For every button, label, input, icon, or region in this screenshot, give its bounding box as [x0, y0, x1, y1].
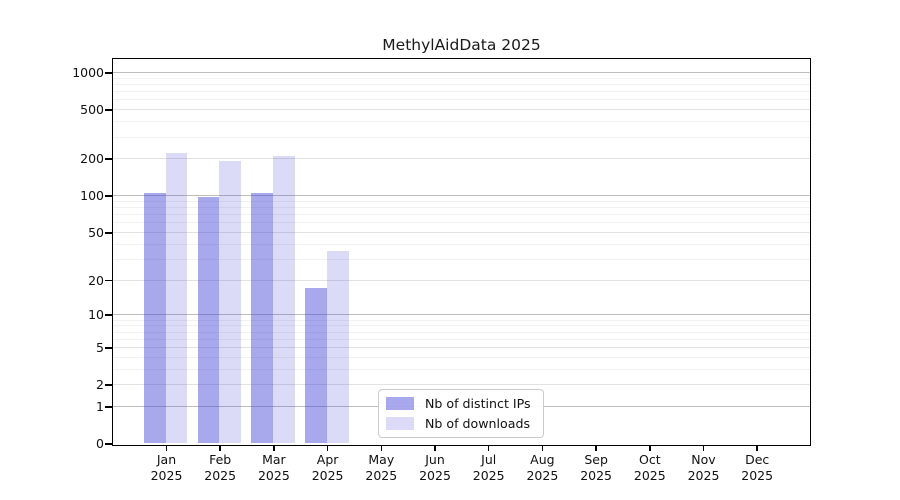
- bar-distinct-ips: [143, 192, 166, 444]
- x-tick-label: Mar 2025: [257, 452, 290, 483]
- x-tick-label: Feb 2025: [204, 452, 237, 483]
- chart-title: MethylAidData 2025: [382, 36, 541, 54]
- x-tick: [326, 446, 329, 451]
- y-tick-label: 100: [80, 188, 104, 204]
- gridline-minor: [113, 356, 810, 358]
- x-tick-label: Sep 2025: [580, 452, 612, 483]
- gridline-minor: [113, 338, 810, 340]
- legend-entry-distinct-ips: Nb of distinct IPs: [386, 396, 543, 411]
- plot-area: [112, 58, 811, 446]
- gridline-major: [113, 195, 810, 197]
- x-tick-label: Oct 2025: [633, 452, 666, 483]
- bar-distinct-ips: [197, 197, 220, 444]
- y-tick: [105, 195, 112, 197]
- gridline-minor: [113, 222, 810, 224]
- y-tick: [105, 314, 112, 317]
- y-tick: [105, 109, 112, 111]
- gridline: [113, 384, 810, 386]
- legend: Nb of distinct IPs Nb of downloads: [378, 389, 544, 438]
- x-tick: [273, 446, 275, 451]
- gridline-minor: [113, 243, 810, 245]
- gridline-minor: [113, 77, 810, 79]
- y-tick: [105, 347, 112, 349]
- legend-swatch-distinct-ips: [386, 397, 414, 410]
- gridline-minor: [113, 136, 810, 138]
- y-tick-label: 50: [88, 225, 104, 241]
- plot-canvas: [113, 59, 810, 445]
- gridline-minor: [113, 325, 810, 327]
- gridline-major: [113, 72, 810, 73]
- gridline-minor: [113, 207, 810, 209]
- gridline-minor: [113, 258, 810, 260]
- gridline: [113, 109, 810, 111]
- gridline-minor: [113, 91, 810, 93]
- y-tick: [105, 279, 112, 282]
- bar-downloads: [165, 153, 188, 444]
- y-tick: [105, 443, 112, 445]
- gridline-minor: [113, 331, 810, 333]
- y-tick-label: 500: [80, 102, 104, 118]
- gridline-minor: [113, 99, 810, 101]
- x-tick-label: May 2025: [365, 452, 398, 483]
- legend-entry-downloads: Nb of downloads: [386, 416, 543, 431]
- y-tick-label: 1: [96, 399, 104, 415]
- gridline-minor: [113, 83, 810, 85]
- bar-downloads: [219, 160, 242, 444]
- y-tick-label: 10: [88, 307, 104, 323]
- x-tick-label: Dec 2025: [741, 452, 774, 483]
- x-tick: [756, 446, 758, 451]
- x-tick-label: Apr 2025: [311, 452, 344, 483]
- x-tick-label: Jan 2025: [150, 452, 183, 483]
- gridline-minor: [113, 121, 810, 123]
- x-tick: [541, 446, 544, 451]
- gridline-minor: [113, 214, 810, 216]
- x-tick: [487, 446, 490, 451]
- gridline-minor: [113, 200, 810, 202]
- y-tick: [105, 406, 112, 408]
- gridline-minor: [113, 319, 810, 321]
- x-tick: [380, 446, 383, 451]
- y-tick-label: 200: [80, 151, 104, 167]
- gridline: [113, 232, 810, 234]
- y-tick: [105, 72, 112, 74]
- gridline: [113, 347, 810, 349]
- gridline: [113, 279, 810, 281]
- gridline-major: [113, 314, 810, 316]
- y-tick-label: 20: [88, 272, 104, 288]
- x-tick: [219, 446, 221, 451]
- bar-distinct-ips: [305, 288, 327, 444]
- legend-label-distinct-ips: Nb of distinct IPs: [425, 396, 531, 411]
- y-tick-label: 5: [96, 340, 104, 356]
- gridline-minor: [113, 368, 810, 370]
- y-tick: [105, 232, 112, 234]
- bar-distinct-ips: [251, 192, 274, 444]
- y-tick: [105, 158, 112, 160]
- x-tick-label: Jul 2025: [472, 452, 505, 483]
- x-tick-label: Nov 2025: [687, 452, 720, 483]
- x-tick: [702, 446, 705, 451]
- y-tick-label: 1000: [72, 64, 104, 80]
- gridline: [113, 158, 810, 160]
- x-tick: [649, 446, 651, 451]
- x-tick-label: Jun 2025: [419, 452, 451, 483]
- legend-label-downloads: Nb of downloads: [425, 416, 531, 431]
- bar-downloads: [273, 155, 295, 444]
- x-tick: [595, 446, 597, 451]
- bar-downloads: [326, 250, 349, 444]
- y-tick-label: 0: [96, 436, 104, 452]
- legend-swatch-downloads: [386, 417, 414, 430]
- y-tick-label: 2: [96, 377, 104, 393]
- x-tick: [434, 446, 436, 451]
- y-tick: [105, 384, 112, 386]
- x-tick-label: Aug 2025: [526, 452, 559, 483]
- x-tick: [165, 446, 168, 451]
